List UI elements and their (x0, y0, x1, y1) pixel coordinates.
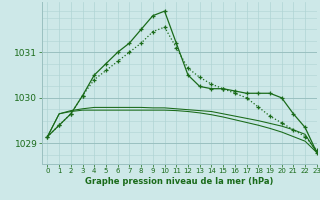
X-axis label: Graphe pression niveau de la mer (hPa): Graphe pression niveau de la mer (hPa) (85, 177, 273, 186)
